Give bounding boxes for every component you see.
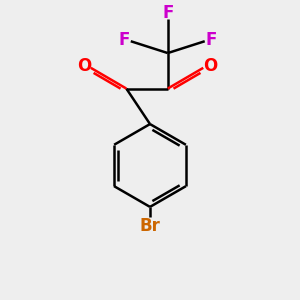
Text: F: F	[118, 31, 130, 49]
Text: Br: Br	[140, 217, 160, 235]
Text: F: F	[206, 31, 217, 49]
Text: O: O	[77, 57, 92, 75]
Text: O: O	[202, 57, 217, 75]
Text: F: F	[162, 4, 173, 22]
